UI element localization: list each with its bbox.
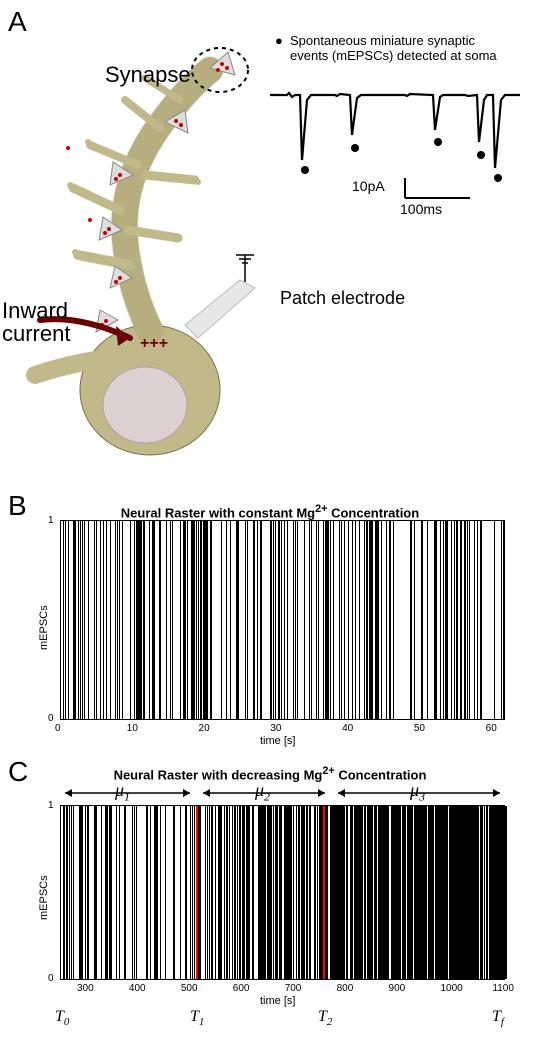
panel-c-ytick0: 0 — [48, 973, 54, 984]
panel-c-ylabel: mEPSCs — [38, 875, 50, 920]
patch-electrode-label: Patch electrode — [280, 288, 405, 309]
tf-label: Tf — [492, 1008, 504, 1028]
mu1-label: μ1 — [115, 780, 130, 805]
synapse-label: Synapse — [105, 62, 191, 88]
mu3-label: μ3 — [410, 780, 425, 805]
t0-label: T0 — [55, 1008, 69, 1028]
neuron-diagram: +++ — [10, 30, 270, 470]
legend-dot1: ● — [275, 33, 283, 48]
scale-x-label: 100ms — [400, 201, 442, 217]
panel-c-ytick1: 1 — [48, 800, 54, 811]
raster-c-plot — [60, 805, 505, 980]
panel-b-ytick1: 1 — [48, 515, 54, 526]
mepsc-trace — [265, 70, 525, 185]
panel-b-label: B — [8, 490, 27, 522]
panel-b-ylabel: mEPSCs — [38, 605, 50, 650]
t2-label: T2 — [318, 1008, 332, 1028]
panel-b-ytick0: 0 — [48, 713, 54, 724]
scale-y-label: 10pA — [352, 178, 385, 194]
panel-c-label: C — [8, 756, 28, 788]
inward-current-label: Inwardcurrent — [2, 299, 70, 345]
mu2-label: μ2 — [255, 780, 270, 805]
mepsc-legend-line1: Spontaneous miniature synaptic — [290, 33, 475, 48]
raster-b-plot — [60, 520, 505, 720]
t1-label: T1 — [190, 1008, 204, 1028]
panel-c-xlabel: time [s] — [260, 995, 295, 1007]
panel-b-xlabel: time [s] — [260, 735, 295, 747]
mepsc-legend-line2: events (mEPSCs) detected at soma — [290, 48, 497, 63]
panel-b-title: Neural Raster with constant Mg2+ Concent… — [40, 503, 500, 520]
svg-text:+++: +++ — [140, 335, 168, 352]
